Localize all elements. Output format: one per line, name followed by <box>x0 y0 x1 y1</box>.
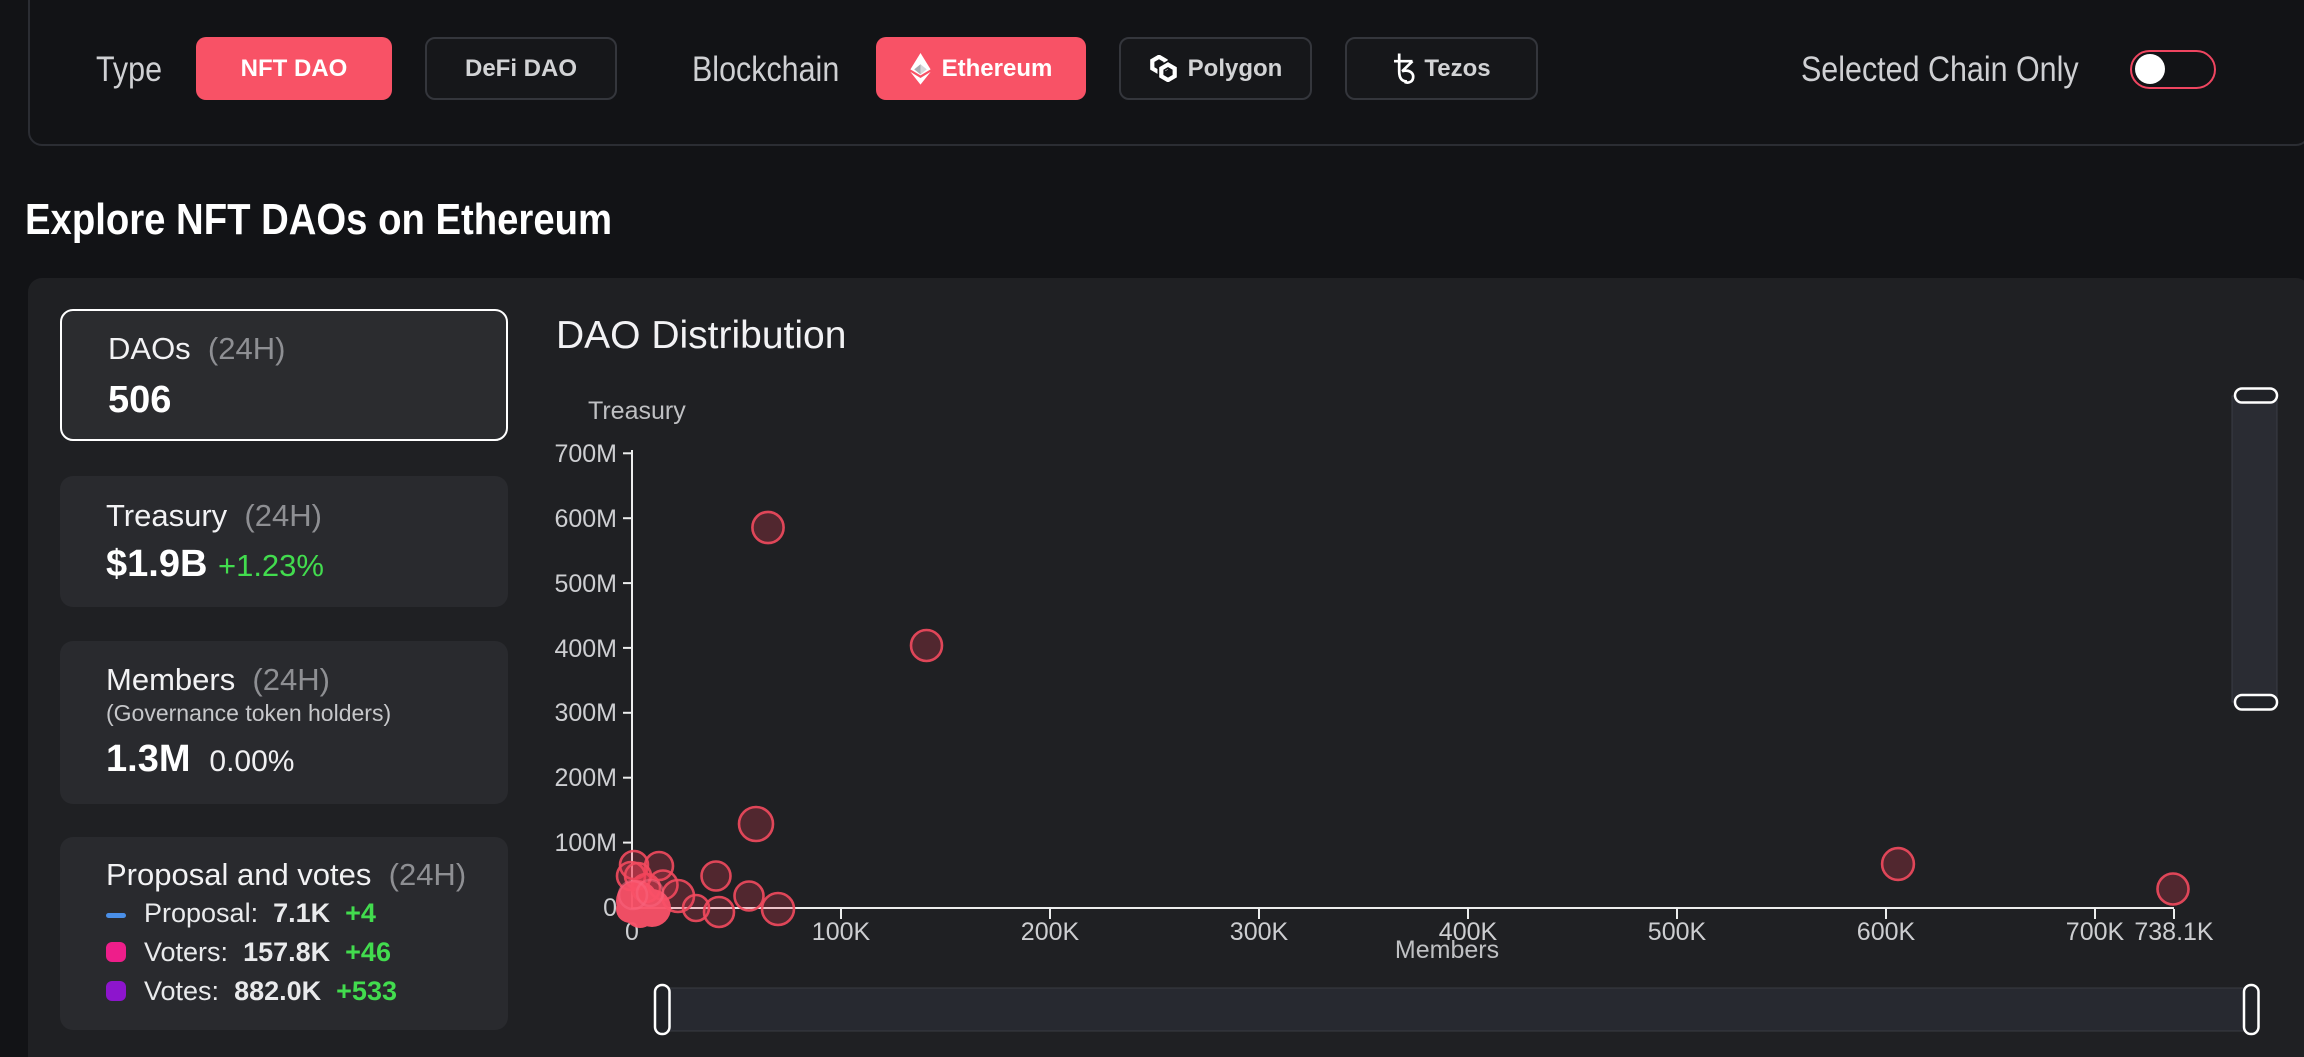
svg-text:500K: 500K <box>1648 918 1707 946</box>
svg-text:700K: 700K <box>2066 918 2125 946</box>
svg-text:400M: 400M <box>554 635 617 663</box>
svg-text:400K: 400K <box>1439 918 1498 946</box>
svg-text:738.1K: 738.1K <box>2134 918 2214 946</box>
svg-text:100M: 100M <box>554 829 617 857</box>
svg-text:300M: 300M <box>554 699 617 727</box>
svg-text:500M: 500M <box>554 570 617 598</box>
svg-text:Treasury: Treasury <box>588 397 686 425</box>
svg-text:100K: 100K <box>812 918 871 946</box>
svg-text:Members: Members <box>1395 936 1499 964</box>
svg-text:200K: 200K <box>1021 918 1080 946</box>
svg-text:0: 0 <box>603 894 617 922</box>
svg-text:600M: 600M <box>554 505 617 533</box>
svg-text:200M: 200M <box>554 764 617 792</box>
svg-text:600K: 600K <box>1857 918 1916 946</box>
svg-text:300K: 300K <box>1230 918 1289 946</box>
svg-text:700M: 700M <box>554 440 617 468</box>
